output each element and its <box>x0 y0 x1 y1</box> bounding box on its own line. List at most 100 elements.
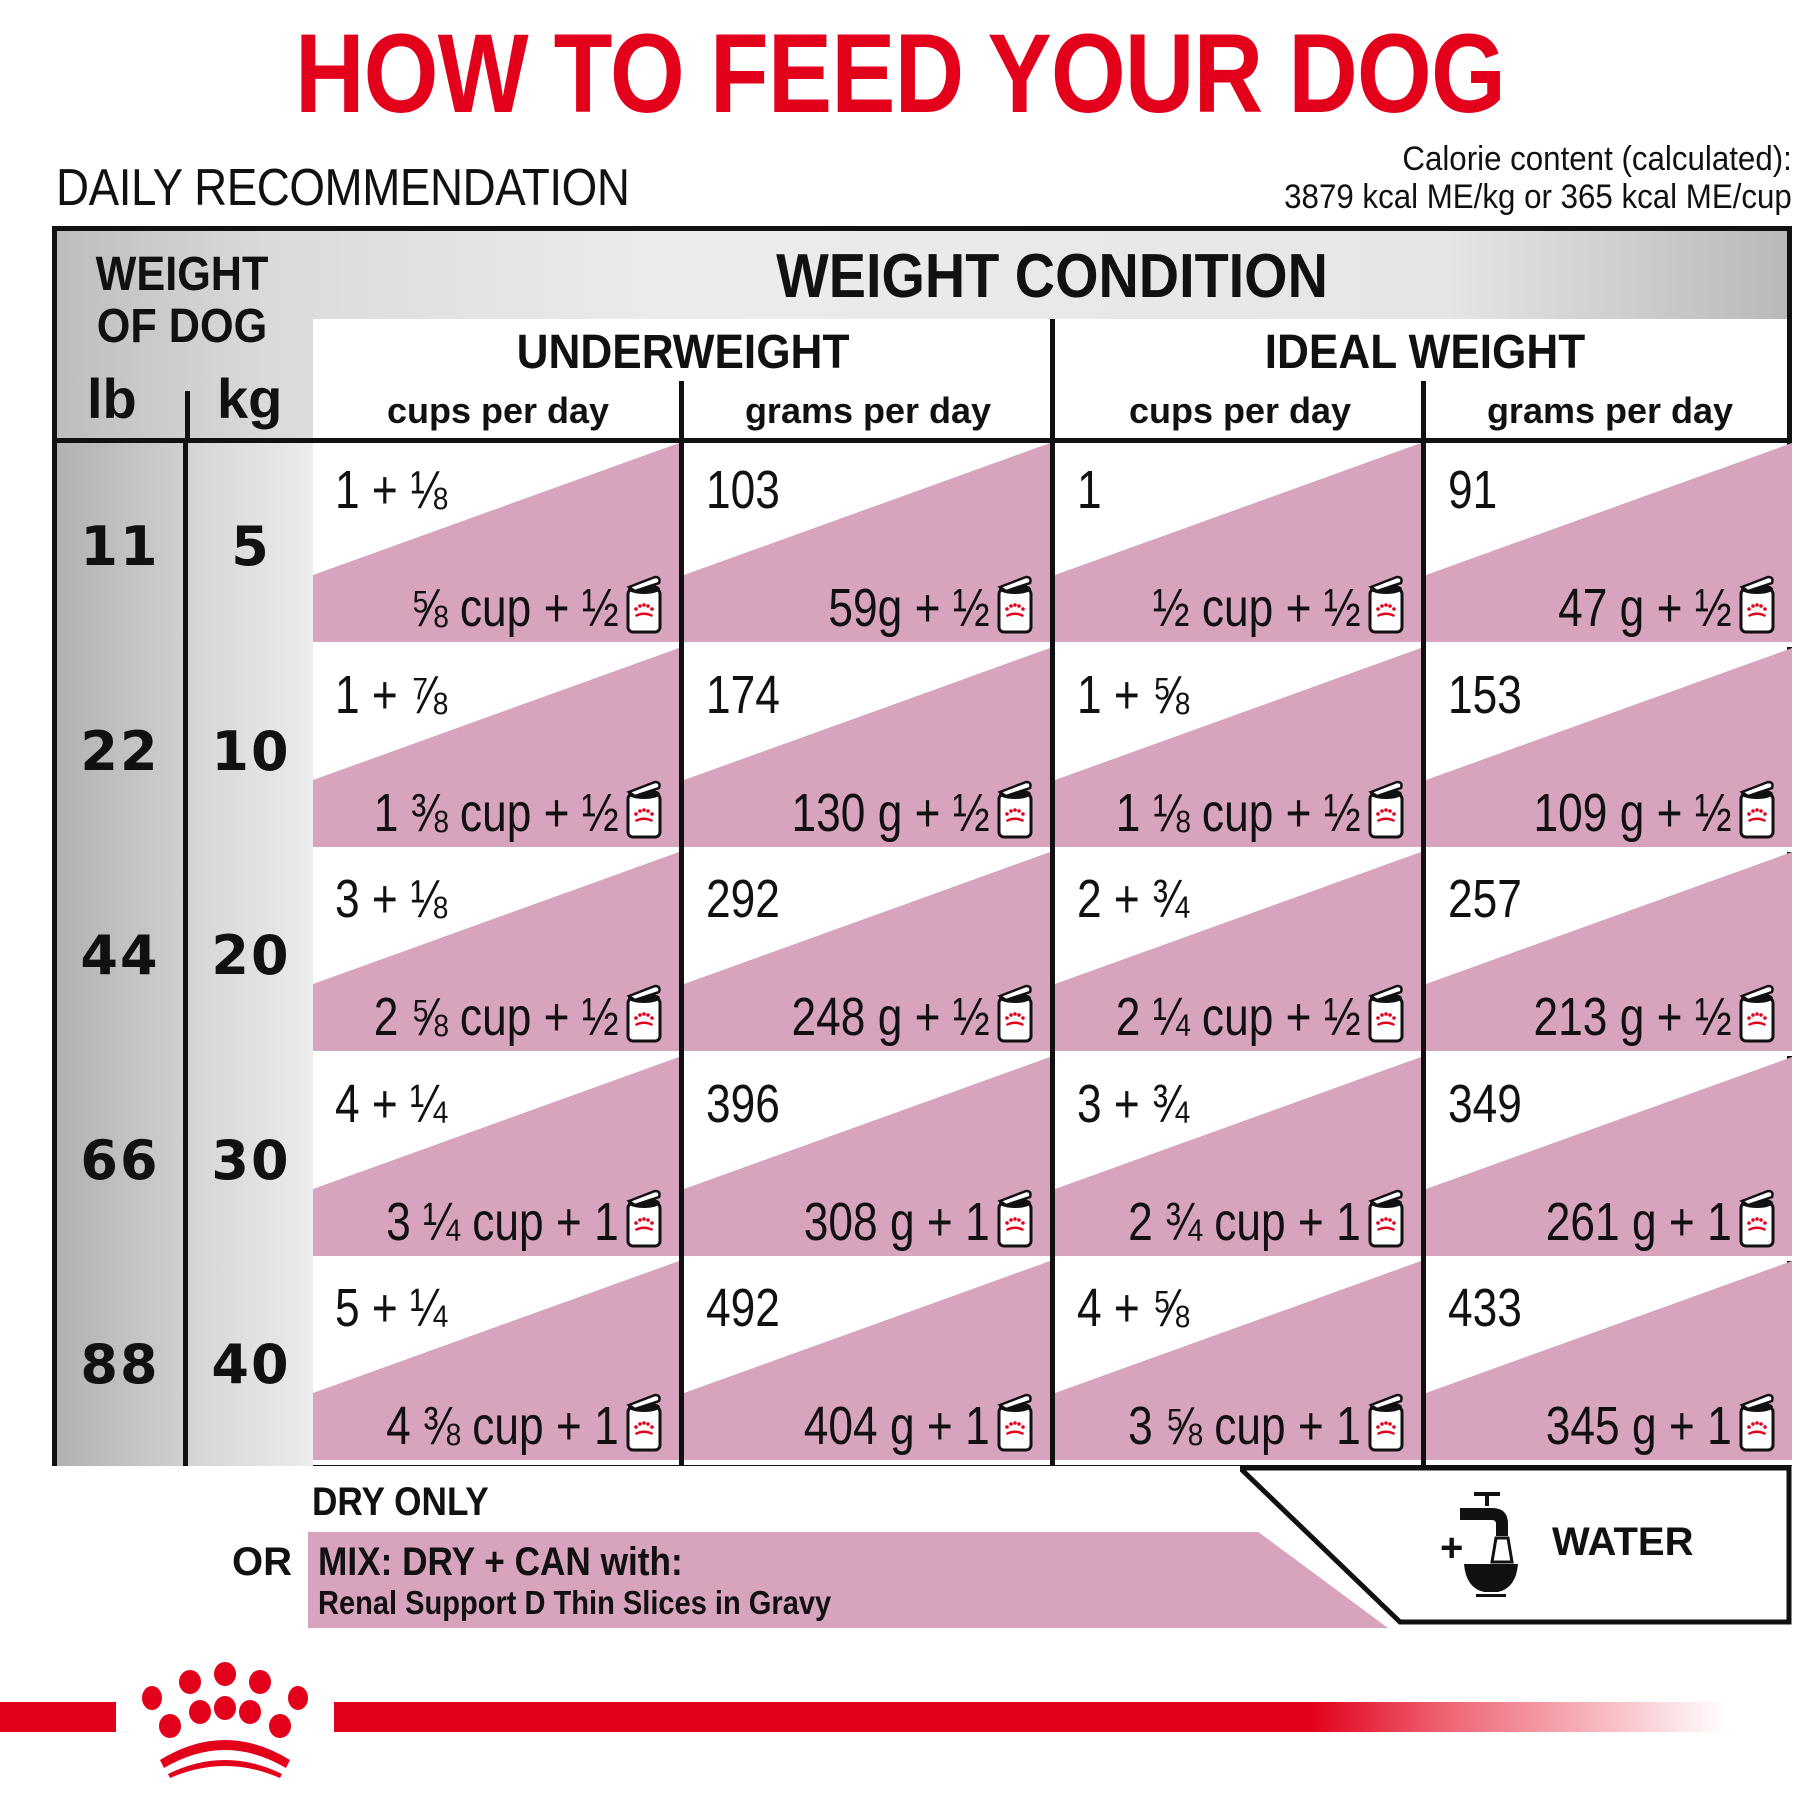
mix-swatch <box>684 647 1050 852</box>
can-icon <box>1739 1394 1775 1452</box>
water-label: WATER <box>1552 1520 1694 1564</box>
mix-amount-text: 130 g + ½ <box>791 782 990 843</box>
mix-swatch <box>1055 647 1421 852</box>
table-cell: 3 + ¾ 2 ¾ cup + 1 <box>1055 1056 1421 1261</box>
weight-lb: 22 <box>80 719 160 783</box>
table-cell: 1 + ⅝ 1 ⅛ cup + ½ <box>1055 647 1421 852</box>
mix-swatch <box>684 1261 1050 1466</box>
mix-swatch <box>1426 1056 1792 1261</box>
calorie-line-2: 3879 kcal ME/kg or 365 kcal ME/cup <box>1284 178 1792 216</box>
dry-only-amount: 3 + ¾ <box>1077 1073 1190 1134</box>
table-cell: 153 109 g + ½ <box>1426 647 1792 852</box>
mix-amount: 404 g + 1 <box>763 1393 1034 1453</box>
legend-mix-line-2: Renal Support D Thin Slices in Gravy <box>318 1584 832 1621</box>
table-cell: 349 261 g + 1 <box>1426 1056 1792 1261</box>
weight-column-kg <box>188 443 313 1466</box>
can-icon <box>626 1394 662 1452</box>
group-underweight: UNDERWEIGHT <box>313 319 1053 441</box>
mix-swatch <box>1426 1261 1792 1466</box>
mix-swatch <box>1055 1056 1421 1261</box>
col-divider <box>1421 381 1426 441</box>
calorie-line-1: Calorie content (calculated): <box>1402 140 1792 178</box>
can-icon <box>1739 575 1775 634</box>
table-cell: 433 345 g + 1 <box>1426 1261 1792 1466</box>
can-icon <box>1739 984 1775 1043</box>
can-icon <box>1368 780 1404 839</box>
mix-amount: 213 g + ½ <box>1490 984 1776 1044</box>
weight-header-line-1: WEIGHT <box>95 248 269 301</box>
water-plus: + <box>1440 1526 1464 1570</box>
mix-amount: 1 ⅜ cup + ½ <box>320 780 663 840</box>
mix-amount: 2 ⅝ cup + ½ <box>320 984 663 1044</box>
mix-amount-text: ⅝ cup + ½ <box>410 578 619 638</box>
dry-only-amount: 1 + ⅞ <box>335 664 448 725</box>
mix-amount: 109 g + ½ <box>1490 780 1776 840</box>
mix-amount: 3 ⅝ cup + 1 <box>1077 1393 1405 1453</box>
daily-recommendation-label: DAILY RECOMMENDATION <box>56 159 630 217</box>
legend-mix-swatch <box>308 1532 1388 1628</box>
mix-swatch <box>313 852 679 1057</box>
weight-column-divider <box>183 443 188 1466</box>
table-cell: 1 ½ cup + ½ <box>1055 443 1421 647</box>
mix-amount-text: 1 ⅛ cup + ½ <box>1116 782 1361 843</box>
mix-amount-text: 2 ⅝ cup + ½ <box>374 987 619 1048</box>
table-cell: 4 + ⅝ 3 ⅝ cup + 1 <box>1055 1261 1421 1466</box>
weight-column-lb <box>57 443 183 1466</box>
group-divider <box>1050 319 1055 441</box>
can-icon <box>1368 1394 1404 1452</box>
mix-swatch <box>684 1056 1050 1261</box>
mix-amount-text: 345 g + 1 <box>1546 1396 1732 1457</box>
weight-kg: 20 <box>211 924 291 988</box>
dry-only-amount: 5 + ¼ <box>335 1278 448 1339</box>
weight-kg: 40 <box>211 1333 291 1397</box>
weight-condition-header: WEIGHT CONDITION <box>776 242 1328 311</box>
dry-only-amount: 349 <box>1448 1073 1522 1134</box>
header-divider <box>57 438 1787 443</box>
table-cell: 257 213 g + ½ <box>1426 852 1792 1057</box>
dry-only-amount: 103 <box>706 460 780 520</box>
mix-swatch <box>1055 852 1421 1057</box>
col-divider <box>679 443 684 1466</box>
mix-swatch <box>313 443 679 647</box>
mix-amount-text: 1 ⅜ cup + ½ <box>374 782 619 843</box>
dry-only-amount: 1 + ⅛ <box>335 460 448 520</box>
dry-only-amount: 492 <box>706 1278 780 1339</box>
mix-swatch <box>684 443 1050 647</box>
mix-amount: 308 g + 1 <box>763 1189 1034 1249</box>
mix-amount-text: 2 ¼ cup + ½ <box>1116 987 1361 1048</box>
calorie-content: Calorie content (calculated): 3879 kcal … <box>1284 140 1792 216</box>
mix-amount-text: 4 ⅜ cup + 1 <box>386 1396 619 1457</box>
legend-dry-only: DRY ONLY <box>312 1480 489 1524</box>
dry-only-amount: 2 + ¾ <box>1077 869 1190 930</box>
mix-amount-text: 213 g + ½ <box>1533 987 1732 1048</box>
table-cell: 3 + ⅛ 2 ⅝ cup + ½ <box>313 852 679 1057</box>
dry-only-amount: 91 <box>1448 460 1498 520</box>
mix-amount-text: 47 g + ½ <box>1558 578 1732 638</box>
mix-amount-text: 308 g + 1 <box>804 1191 990 1252</box>
mix-amount: 47 g + ½ <box>1520 575 1776 635</box>
dry-only-amount: 433 <box>1448 1278 1522 1339</box>
col-header-iw-grams: grams per day <box>1486 390 1734 431</box>
water-tap-icon <box>1460 1492 1518 1597</box>
mix-amount-text: 404 g + 1 <box>804 1396 990 1457</box>
weight-kg: 10 <box>211 719 291 783</box>
mix-swatch <box>313 1056 679 1261</box>
mix-amount: 3 ¼ cup + 1 <box>335 1189 663 1249</box>
can-icon <box>626 1189 662 1248</box>
mix-amount-text: 2 ¾ cup + 1 <box>1128 1191 1361 1252</box>
table-cell: 1 + ⅞ 1 ⅜ cup + ½ <box>313 647 679 852</box>
legend-or: OR <box>232 1540 292 1584</box>
mix-amount: 59g + ½ <box>793 575 1034 635</box>
mix-amount-text: 3 ⅝ cup + 1 <box>1128 1396 1361 1457</box>
dry-only-amount: 4 + ⅝ <box>1077 1278 1190 1339</box>
dry-only-amount: 4 + ¼ <box>335 1073 448 1134</box>
crown-logo-icon <box>142 1662 308 1778</box>
mix-swatch <box>1426 443 1792 647</box>
can-icon <box>997 1394 1033 1452</box>
mix-amount: ½ cup + ½ <box>1107 575 1405 635</box>
mix-amount: 2 ¼ cup + ½ <box>1062 984 1405 1044</box>
mix-swatch <box>1055 443 1421 647</box>
table-cell: 103 59g + ½ <box>684 443 1050 647</box>
mix-amount: 1 ⅛ cup + ½ <box>1062 780 1405 840</box>
table-cell: 492 404 g + 1 <box>684 1261 1050 1466</box>
